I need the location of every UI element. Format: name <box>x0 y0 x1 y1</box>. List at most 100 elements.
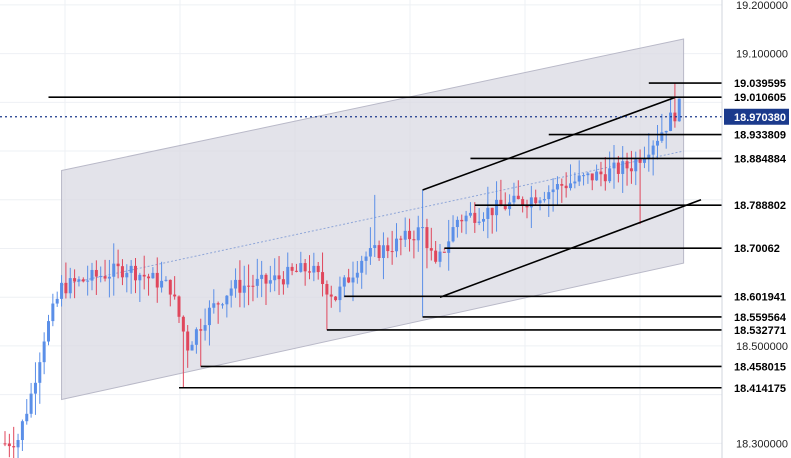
level-line[interactable]: 18.933809 <box>548 127 789 142</box>
level-label: 18.788802 <box>734 200 786 212</box>
price-axis[interactable]: 19.200000 19.100000 18.500000 18.300000 <box>721 0 788 458</box>
candle <box>403 217 407 248</box>
candle-body <box>199 329 203 331</box>
candle <box>590 173 594 191</box>
candle <box>273 258 277 292</box>
level-line[interactable]: 18.788802 <box>474 198 789 213</box>
candle <box>573 172 577 189</box>
level-line[interactable]: 18.559564 <box>422 309 789 324</box>
candle-body <box>473 212 477 223</box>
candle <box>125 264 129 293</box>
candle <box>551 178 555 212</box>
candle <box>177 295 181 323</box>
level-label-bg <box>724 322 789 337</box>
candle-body <box>573 181 577 184</box>
candle-body <box>634 159 638 172</box>
candle <box>64 262 68 299</box>
candle <box>482 212 485 232</box>
candle <box>107 259 111 298</box>
candle-body <box>455 219 459 228</box>
level-label: 18.884884 <box>734 153 787 165</box>
candle-body <box>90 269 94 281</box>
candle <box>290 263 294 276</box>
candle-body <box>181 316 185 332</box>
candle-body <box>525 205 529 208</box>
candle-body <box>408 230 412 240</box>
candle <box>173 276 177 300</box>
candle-body <box>3 443 7 445</box>
candle-body <box>160 280 164 288</box>
channel <box>61 38 685 401</box>
candle <box>155 257 159 303</box>
candle-body <box>364 256 368 261</box>
support-resistance-lines: 19.039595 19.010605 18.933809 18.884884 18.7… <box>48 76 790 395</box>
y-tick-label: 19.200000 <box>736 0 788 12</box>
candle <box>669 98 673 132</box>
candle <box>429 227 433 261</box>
candle <box>81 277 85 283</box>
candle-body <box>451 227 455 242</box>
level-label-bg <box>724 289 789 304</box>
candle <box>416 215 420 252</box>
candle <box>455 216 459 238</box>
candle-body <box>64 282 68 294</box>
candle <box>33 362 37 415</box>
candle <box>408 218 412 252</box>
candle-body <box>595 171 599 181</box>
candle-body <box>77 279 81 282</box>
candle-body <box>134 265 137 281</box>
level-line[interactable]: 18.884884 <box>470 151 789 166</box>
candle <box>468 202 472 218</box>
candle <box>194 327 198 354</box>
candle <box>664 130 668 149</box>
candle-body <box>60 282 64 299</box>
candle <box>164 276 168 282</box>
level-label: 19.010605 <box>734 92 786 104</box>
candle <box>486 186 490 239</box>
candle <box>86 265 90 296</box>
candle <box>355 261 359 284</box>
candle <box>464 210 468 235</box>
candle <box>347 268 351 284</box>
candle-body <box>342 277 346 287</box>
candle <box>368 227 372 265</box>
candle <box>569 164 572 191</box>
level-line[interactable]: 18.458015 <box>200 359 789 374</box>
candle-body <box>268 280 272 284</box>
candle <box>29 382 33 418</box>
candle-body <box>673 112 677 122</box>
candle-body <box>247 285 251 287</box>
level-line[interactable]: 19.010605 <box>48 90 790 105</box>
candle <box>216 301 220 324</box>
level-label: 18.458015 <box>734 361 786 373</box>
candle <box>560 178 564 203</box>
level-line[interactable]: 18.414175 <box>179 380 789 395</box>
candle-body <box>334 296 338 301</box>
candle-body <box>138 274 142 281</box>
candle-body <box>55 298 59 304</box>
candle <box>286 252 290 288</box>
candle-body <box>429 248 433 251</box>
trendline[interactable] <box>439 199 702 298</box>
candle-body <box>207 307 211 326</box>
candle <box>360 255 364 289</box>
level-line[interactable]: 18.532771 <box>326 322 789 337</box>
y-tick-label: 18.300000 <box>736 438 788 450</box>
candle <box>294 263 298 273</box>
candle <box>386 237 390 259</box>
level-line[interactable]: 18.601941 <box>344 289 789 304</box>
level-label: 18.933809 <box>734 130 786 142</box>
level-line[interactable]: 19.039595 <box>648 76 789 91</box>
level-label-bg <box>724 127 789 142</box>
candle-body <box>377 245 381 258</box>
level-label: 18.70062 <box>734 243 780 255</box>
candle <box>303 259 307 286</box>
level-line[interactable]: 18.70062 <box>444 241 789 256</box>
candle-body <box>12 446 16 448</box>
trendline[interactable] <box>422 96 676 191</box>
candle <box>264 273 268 305</box>
candle-body <box>221 304 224 306</box>
candle <box>312 252 316 282</box>
candle-body <box>547 192 551 200</box>
